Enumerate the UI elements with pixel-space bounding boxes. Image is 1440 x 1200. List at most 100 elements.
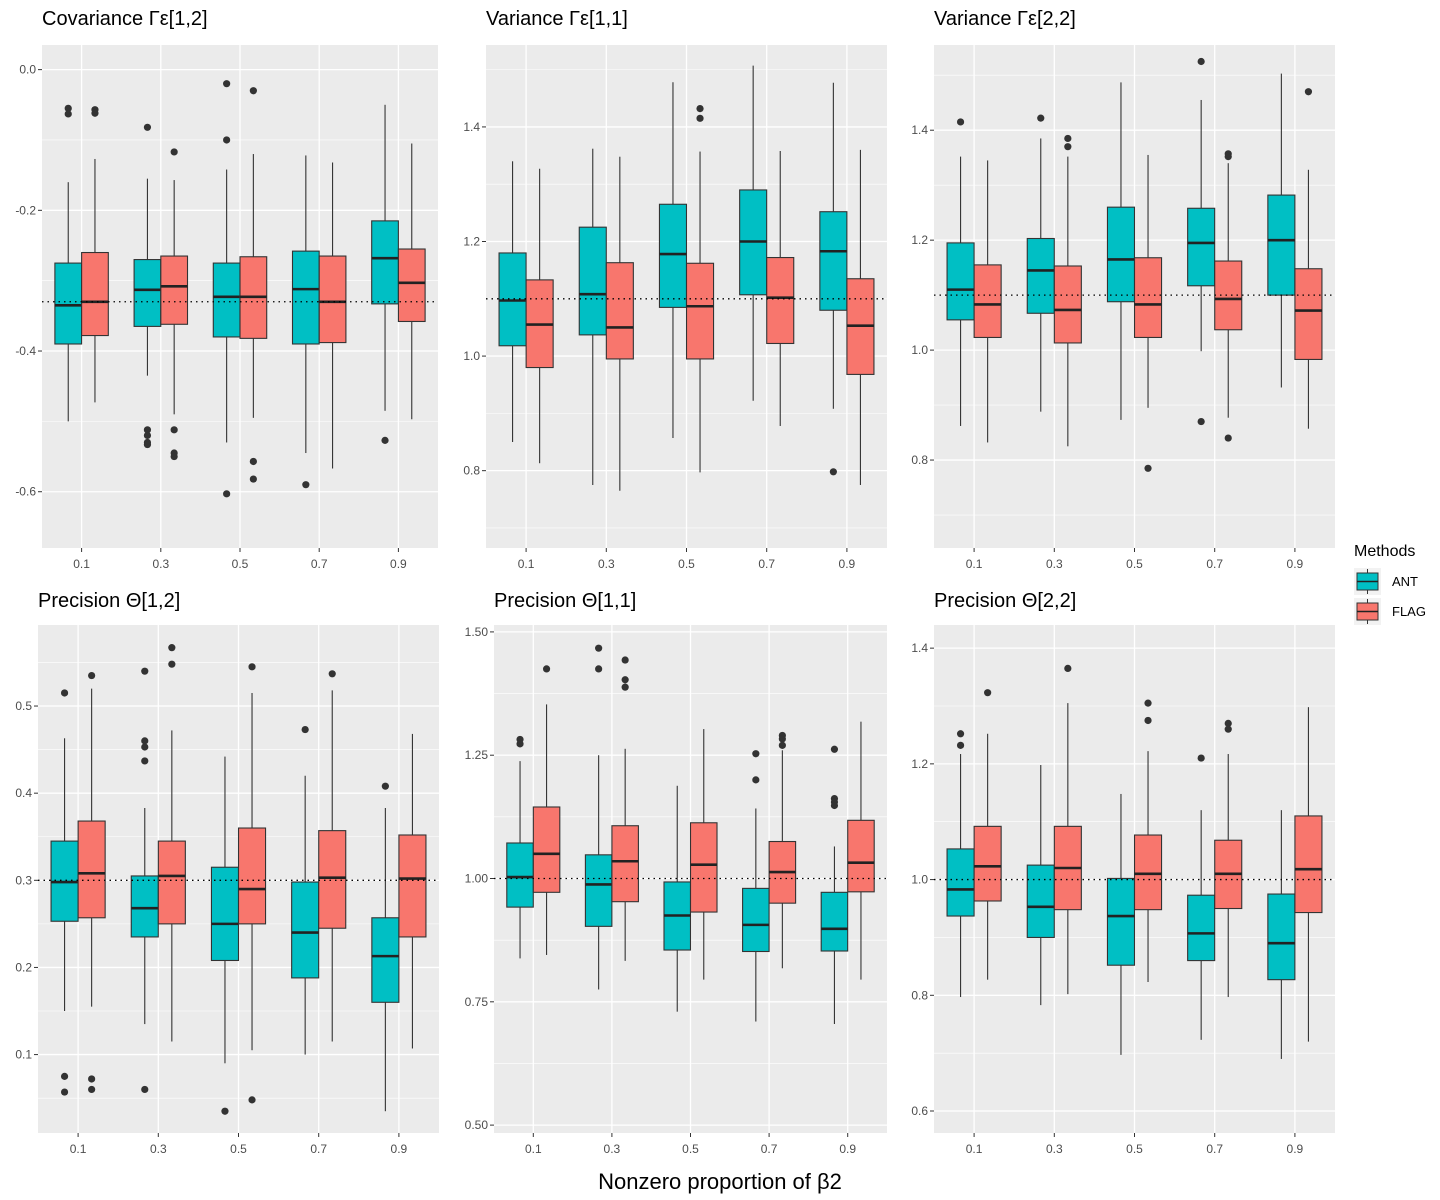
x-tick-label: 0.3 bbox=[598, 557, 615, 571]
panel-title: Variance Γε[1,1] bbox=[486, 8, 628, 30]
panel-grid: Covariance Γε[1,2] 0.0 -0.2 -0.4 -0.6 0.1 0.3 0… bbox=[15, 8, 1335, 1156]
box-flag bbox=[846, 149, 875, 485]
outlier-point bbox=[91, 109, 99, 117]
outlier-point bbox=[170, 452, 178, 461]
y-tick-label: 0.3 bbox=[15, 873, 32, 887]
box-flag bbox=[318, 670, 347, 1042]
outlier-point bbox=[1197, 754, 1205, 762]
y-tick-label: -0.6 bbox=[15, 485, 36, 499]
outlier-point bbox=[60, 1088, 69, 1096]
x-tick-label: 0.1 bbox=[525, 1142, 542, 1156]
outlier-point bbox=[984, 689, 992, 697]
y-tick-label: 1.2 bbox=[911, 757, 928, 771]
box-ant bbox=[1026, 114, 1055, 412]
outlier-point bbox=[249, 87, 257, 95]
panel-title: Variance Γε[2,2] bbox=[934, 8, 1076, 30]
y-tick-label: 0.75 bbox=[465, 995, 489, 1009]
iqr-box bbox=[160, 255, 189, 325]
x-tick-label: 0.5 bbox=[678, 557, 695, 571]
box-flag bbox=[766, 150, 795, 426]
outlier-point bbox=[223, 490, 231, 498]
x-tick-label: 0.9 bbox=[839, 557, 856, 571]
iqr-box bbox=[210, 866, 240, 962]
box-flag bbox=[397, 143, 426, 420]
outlier-point bbox=[381, 436, 389, 444]
outlier-point bbox=[141, 743, 149, 751]
x-tick-label: 0.5 bbox=[1126, 557, 1143, 571]
y-tick-label: 1.25 bbox=[465, 748, 489, 762]
box-flag bbox=[611, 656, 639, 961]
box-ant bbox=[133, 123, 162, 449]
outlier-point bbox=[1064, 143, 1072, 151]
outlier-point bbox=[328, 670, 336, 678]
box-flag bbox=[973, 160, 1002, 443]
legend-label: FLAG bbox=[1392, 604, 1426, 619]
y-tick-label: 1.0 bbox=[911, 343, 928, 357]
iqr-box bbox=[973, 825, 1002, 902]
iqr-box bbox=[1106, 877, 1136, 966]
iqr-box bbox=[819, 211, 848, 311]
outlier-point bbox=[1037, 114, 1045, 122]
x-tick-label: 0.1 bbox=[70, 1142, 87, 1156]
iqr-box bbox=[946, 242, 975, 321]
iqr-box bbox=[946, 848, 975, 917]
box-ant bbox=[1187, 754, 1216, 1040]
box-ant bbox=[371, 104, 399, 444]
x-axis-label: Nonzero proportion of β2 bbox=[598, 1169, 842, 1194]
x-tick-label: 0.5 bbox=[682, 1142, 699, 1156]
x-tick-label: 0.7 bbox=[1206, 1142, 1223, 1156]
outlier-point bbox=[778, 735, 786, 743]
box-ant bbox=[1026, 765, 1055, 1006]
x-tick-label: 0.9 bbox=[1287, 1142, 1304, 1156]
outlier-point bbox=[956, 741, 965, 749]
iqr-box bbox=[1026, 237, 1055, 314]
outlier-point bbox=[752, 750, 760, 758]
iqr-box bbox=[291, 881, 320, 979]
outlier-point bbox=[248, 1096, 256, 1104]
iqr-box bbox=[605, 262, 634, 360]
box-flag bbox=[768, 731, 797, 969]
x-tick-label: 0.1 bbox=[966, 1142, 983, 1156]
box-flag bbox=[1133, 699, 1163, 982]
box-ant bbox=[820, 745, 849, 1025]
iqr-box bbox=[532, 806, 561, 893]
box-flag bbox=[685, 104, 715, 473]
iqr-box bbox=[133, 259, 162, 327]
iqr-box bbox=[398, 834, 427, 938]
outlier-point bbox=[956, 118, 965, 126]
box-flag bbox=[1214, 719, 1243, 998]
outlier-point bbox=[249, 475, 257, 483]
outlier-point bbox=[381, 782, 389, 790]
chart-panel: Variance Γε[2,2] 1.4 1.2 1.0 0.8 0.1 0.3 0.5 0.7… bbox=[911, 8, 1335, 571]
box-flag bbox=[689, 729, 718, 980]
iqr-box bbox=[212, 262, 241, 338]
outlier-point bbox=[516, 740, 524, 748]
panel-title: Precision Θ[1,2] bbox=[38, 590, 180, 612]
outlier-point bbox=[302, 481, 310, 489]
outlier-point bbox=[621, 676, 629, 684]
box-ant bbox=[54, 104, 83, 422]
iqr-box bbox=[130, 875, 159, 938]
box-ant bbox=[663, 785, 692, 1012]
outlier-point bbox=[1224, 719, 1232, 727]
x-tick-label: 0.1 bbox=[966, 557, 983, 571]
outlier-point bbox=[1144, 464, 1152, 472]
x-tick-label: 0.3 bbox=[150, 1142, 167, 1156]
y-tick-label: 0.0 bbox=[19, 63, 36, 77]
outlier-point bbox=[141, 667, 149, 675]
box-flag bbox=[398, 733, 427, 1049]
iqr-box bbox=[318, 255, 347, 344]
x-tick-label: 0.5 bbox=[230, 1142, 247, 1156]
iqr-box bbox=[1267, 893, 1296, 981]
outlier-point bbox=[696, 114, 704, 122]
box-ant bbox=[739, 65, 768, 401]
y-tick-label: 1.4 bbox=[911, 641, 928, 655]
chart-panel: Covariance Γε[1,2] 0.0 -0.2 -0.4 -0.6 0.1 0.3 0… bbox=[15, 8, 438, 571]
iqr-box bbox=[237, 827, 267, 925]
y-tick-label: 0.2 bbox=[15, 960, 32, 974]
box-flag bbox=[77, 671, 106, 1094]
x-tick-label: 0.5 bbox=[1126, 1142, 1143, 1156]
legend: Methods ANT FLAG bbox=[1354, 543, 1426, 625]
outlier-point bbox=[170, 426, 178, 434]
iqr-box bbox=[847, 819, 875, 893]
